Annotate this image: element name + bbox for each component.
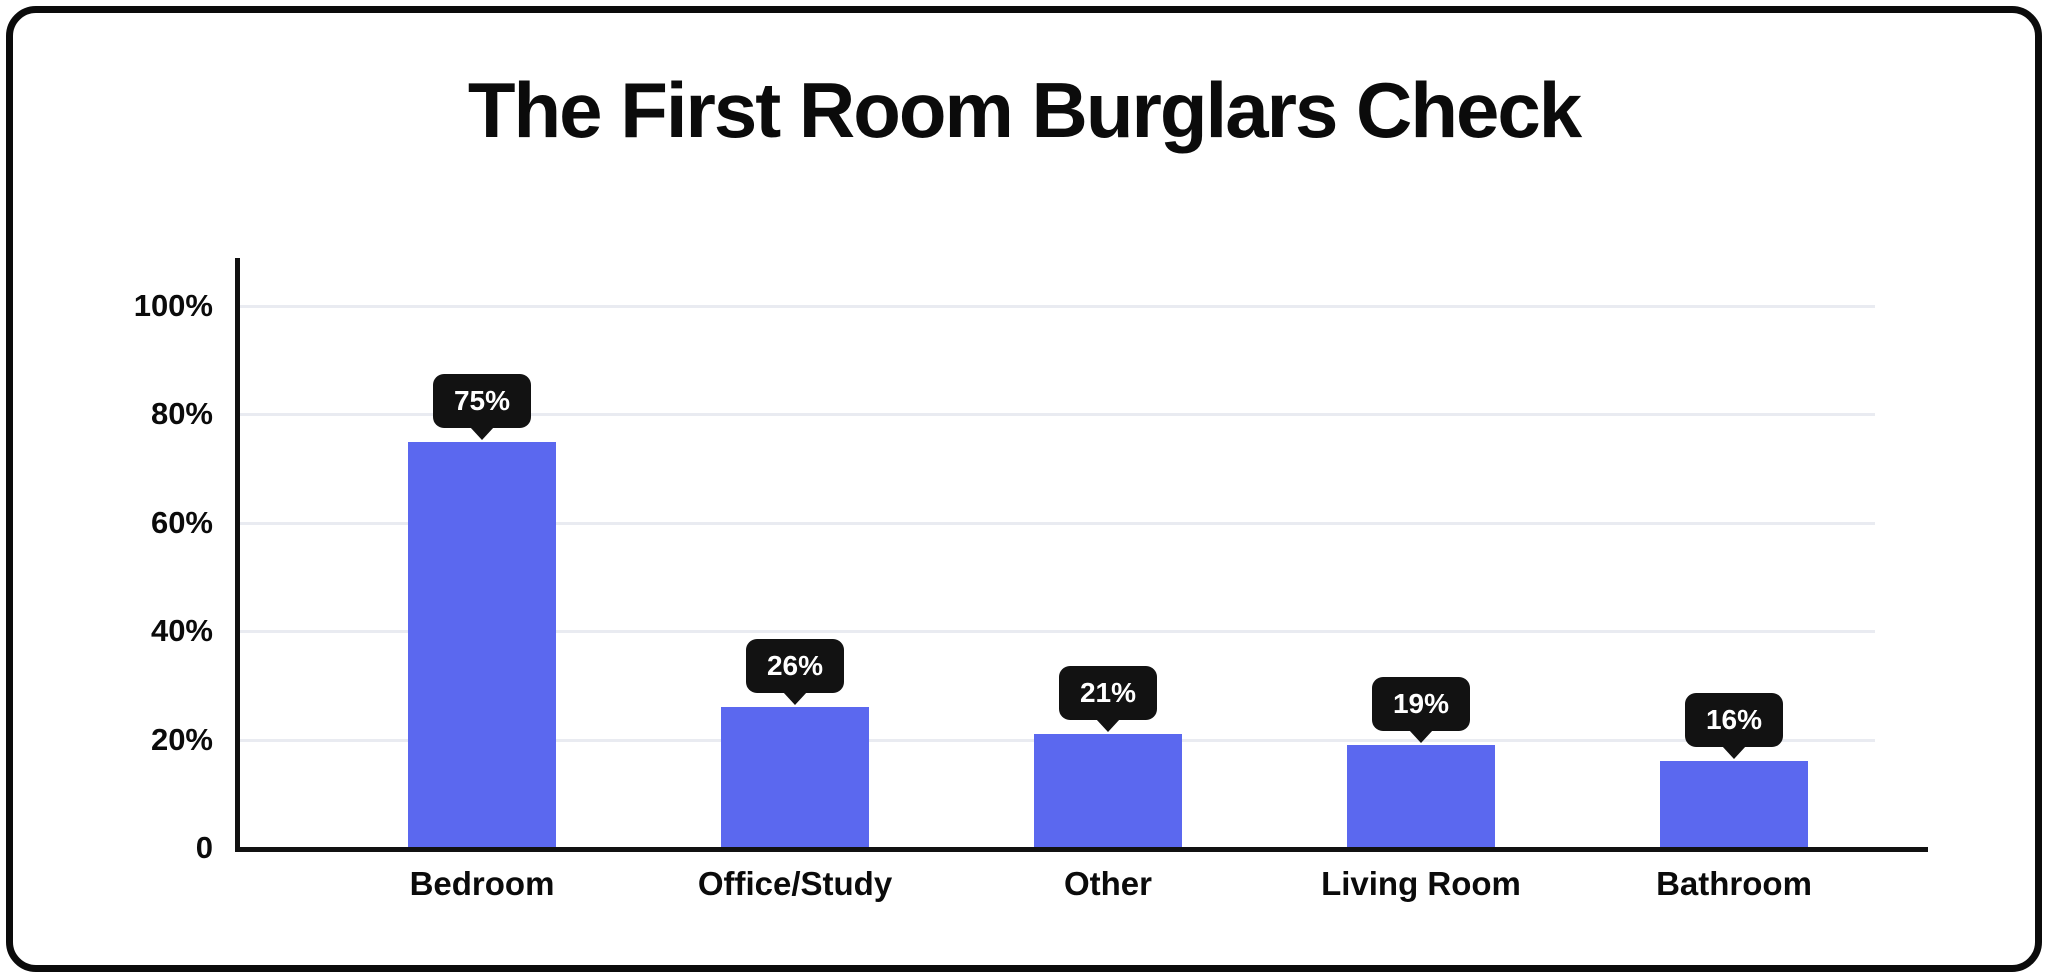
y-tick-label-20: 20% bbox=[150, 721, 213, 757]
value-callout-other: 21% bbox=[1059, 666, 1157, 721]
value-callout-bedroom: 75% bbox=[433, 373, 531, 428]
y-tick-label-40: 40% bbox=[150, 613, 213, 649]
gridline-40 bbox=[240, 630, 1875, 634]
x-axis-line bbox=[235, 847, 1928, 852]
y-tick-label-0: 0 bbox=[195, 830, 213, 865]
category-label-office-study: Office/Study bbox=[697, 865, 893, 902]
y-tick-label-80: 80% bbox=[150, 396, 213, 432]
category-label-living-room: Living Room bbox=[1321, 865, 1521, 902]
bar-other bbox=[1034, 734, 1182, 848]
gridline-100 bbox=[240, 305, 1875, 308]
y-tick-label-60: 60% bbox=[150, 504, 213, 540]
value-callout-living-room: 19% bbox=[1372, 677, 1470, 732]
value-callout-office-study: 26% bbox=[746, 639, 844, 694]
chart-title: The First Room Burglars Check bbox=[467, 66, 1582, 154]
category-label-bathroom: Bathroom bbox=[1656, 865, 1812, 902]
bar-living-room bbox=[1347, 745, 1495, 848]
category-label-other: Other bbox=[1063, 865, 1152, 902]
gridline-60 bbox=[240, 521, 1875, 525]
y-axis-line bbox=[235, 258, 240, 852]
chart-card-frame: The First Room Burglars Check 100% 80% 60%… bbox=[6, 6, 2042, 972]
bar-office-study bbox=[721, 707, 869, 848]
category-label-bedroom: Bedroom bbox=[409, 865, 555, 902]
bar-bedroom bbox=[408, 441, 556, 848]
gridline-80 bbox=[240, 413, 1875, 417]
bar-bathroom bbox=[1660, 761, 1808, 848]
value-callout-bathroom: 16% bbox=[1685, 693, 1783, 748]
y-tick-label-100: 100% bbox=[133, 288, 213, 323]
